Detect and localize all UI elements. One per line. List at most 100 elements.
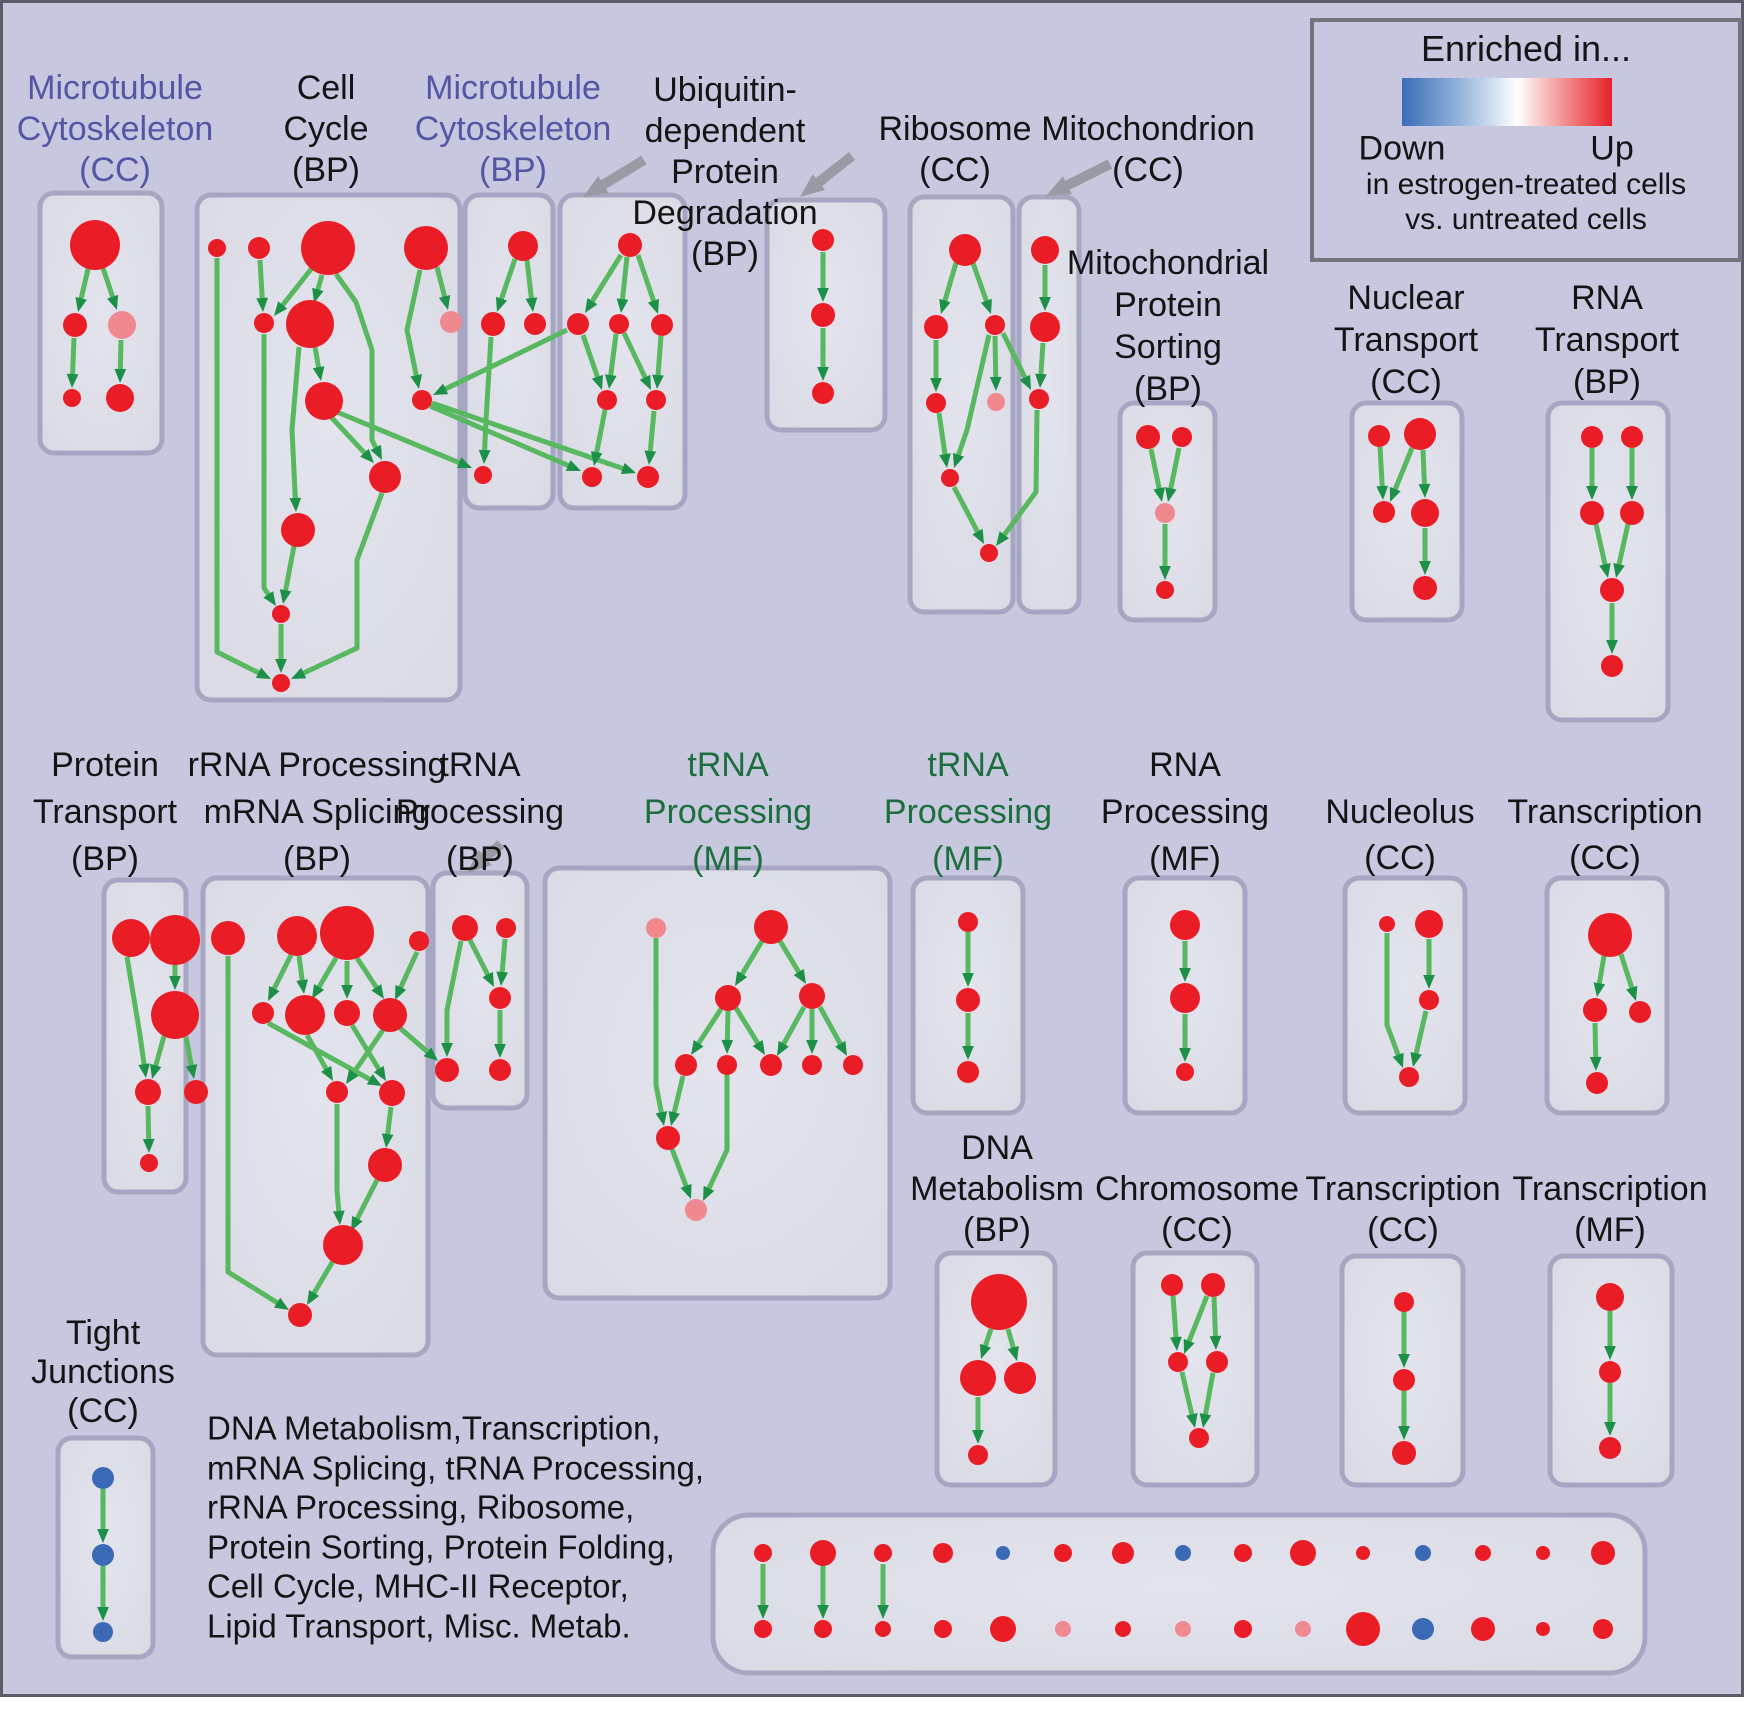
edge-arrowhead: [381, 1133, 394, 1148]
edge: [434, 266, 448, 301]
edge-arrowhead: [1159, 566, 1171, 580]
edge: [1038, 342, 1046, 379]
edge-arrowhead: [939, 453, 951, 468]
go-term-node: [1201, 1273, 1225, 1297]
go-term-node: [1580, 501, 1604, 525]
go-term-node: [1155, 503, 1175, 523]
go-term-node: [960, 1360, 996, 1396]
edge: [1420, 449, 1428, 489]
edge-arrowhead: [777, 1040, 789, 1056]
legend-subtitle-2: vs. untreated cells: [1405, 203, 1647, 236]
go-term-node: [1399, 1067, 1419, 1087]
go-term-node: [1172, 427, 1192, 447]
edge: [653, 938, 665, 1117]
edge: [396, 950, 420, 992]
go-term-node: [646, 918, 666, 938]
edge: [588, 253, 624, 306]
go-term-node: [1591, 1541, 1615, 1565]
edge: [296, 955, 306, 985]
go-term-node: [1475, 1545, 1491, 1561]
go-term-node: [496, 918, 516, 938]
edge-arrowhead: [256, 297, 269, 312]
edge-arrowhead: [591, 374, 603, 390]
edge: [1384, 933, 1402, 1060]
edge: [1391, 447, 1415, 494]
go-term-node: [1189, 1428, 1209, 1448]
go-term-node: [956, 988, 980, 1012]
edge-arrowhead: [97, 1529, 109, 1543]
go-term-node: [70, 220, 120, 270]
edge-arrowhead: [604, 374, 617, 389]
go-term-node: [618, 233, 642, 257]
go-term-node: [802, 1055, 822, 1075]
go-term-node: [63, 389, 81, 407]
edge-arrowhead: [1153, 487, 1165, 502]
go-term-node: [1234, 1620, 1252, 1638]
edge: [309, 1259, 336, 1298]
edge: [278, 266, 314, 310]
go-term-node: [933, 1543, 953, 1563]
edge: [704, 1075, 730, 1194]
edge-arrowhead: [263, 591, 276, 606]
go-term-node: [1586, 1072, 1608, 1094]
edge: [1000, 331, 1029, 383]
edge-arrowhead: [1170, 1336, 1182, 1351]
edge-arrowhead: [478, 449, 491, 464]
edge-arrowhead: [1423, 975, 1435, 989]
edge: [1596, 955, 1607, 988]
go-term-node: [1599, 1361, 1621, 1383]
edge: [77, 268, 91, 303]
edge-arrowhead: [680, 1183, 692, 1199]
go-term-node: [211, 921, 245, 955]
go-term-node: [373, 998, 407, 1032]
cluster-box-rrna: [200, 875, 431, 1358]
go-term-node: [1412, 1618, 1434, 1640]
edge: [404, 269, 423, 380]
go-term-node: [524, 313, 546, 335]
go-term-node: [106, 384, 134, 412]
edge: [467, 938, 492, 980]
edge-arrowhead: [320, 1065, 333, 1081]
edge-arrowhead: [312, 983, 325, 999]
edge-arrowhead: [142, 1138, 155, 1153]
edge: [1185, 1295, 1210, 1346]
go-term-node: [409, 931, 429, 951]
go-term-node: [1175, 1621, 1191, 1637]
go-term-node: [1295, 1621, 1311, 1637]
edge: [524, 259, 535, 303]
edge-arrowhead: [800, 174, 826, 197]
edge: [999, 409, 1040, 540]
cluster-box-misc-wide: [710, 1512, 1648, 1676]
edge-arrowhead: [66, 373, 79, 388]
edge: [1179, 1371, 1196, 1419]
go-term-node: [1404, 418, 1436, 450]
edge: [225, 956, 282, 1307]
edge: [312, 346, 322, 372]
edge-arrowhead: [1604, 1346, 1616, 1360]
edge-arrowhead: [1589, 1056, 1602, 1071]
edge: [733, 1006, 762, 1048]
edge-arrowhead: [423, 1047, 438, 1061]
go-term-node: [1596, 1283, 1624, 1311]
edge: [670, 1075, 686, 1117]
edge: [270, 953, 294, 994]
edge-arrowhead: [989, 376, 1002, 391]
go-term-node: [285, 995, 325, 1035]
edge-arrowhead: [255, 667, 271, 679]
go-term-node: [582, 467, 602, 487]
edge-arrowhead: [395, 984, 407, 1000]
edge-arrowhead: [279, 589, 292, 604]
go-term-node: [1115, 1621, 1131, 1637]
edge: [1592, 1022, 1599, 1062]
edge-arrowhead: [583, 175, 609, 197]
edge: [334, 1104, 342, 1216]
legend-up-label: Up: [1590, 129, 1634, 168]
edge-arrowhead: [1586, 486, 1598, 500]
edge-arrowhead: [962, 973, 974, 987]
edge: [349, 1028, 386, 1078]
edge-arrowhead: [1599, 563, 1611, 578]
edge-arrowhead: [373, 1065, 386, 1081]
go-term-node: [875, 1621, 891, 1637]
go-term-node: [112, 919, 150, 957]
cluster-box-nucleolus: [1342, 875, 1468, 1116]
